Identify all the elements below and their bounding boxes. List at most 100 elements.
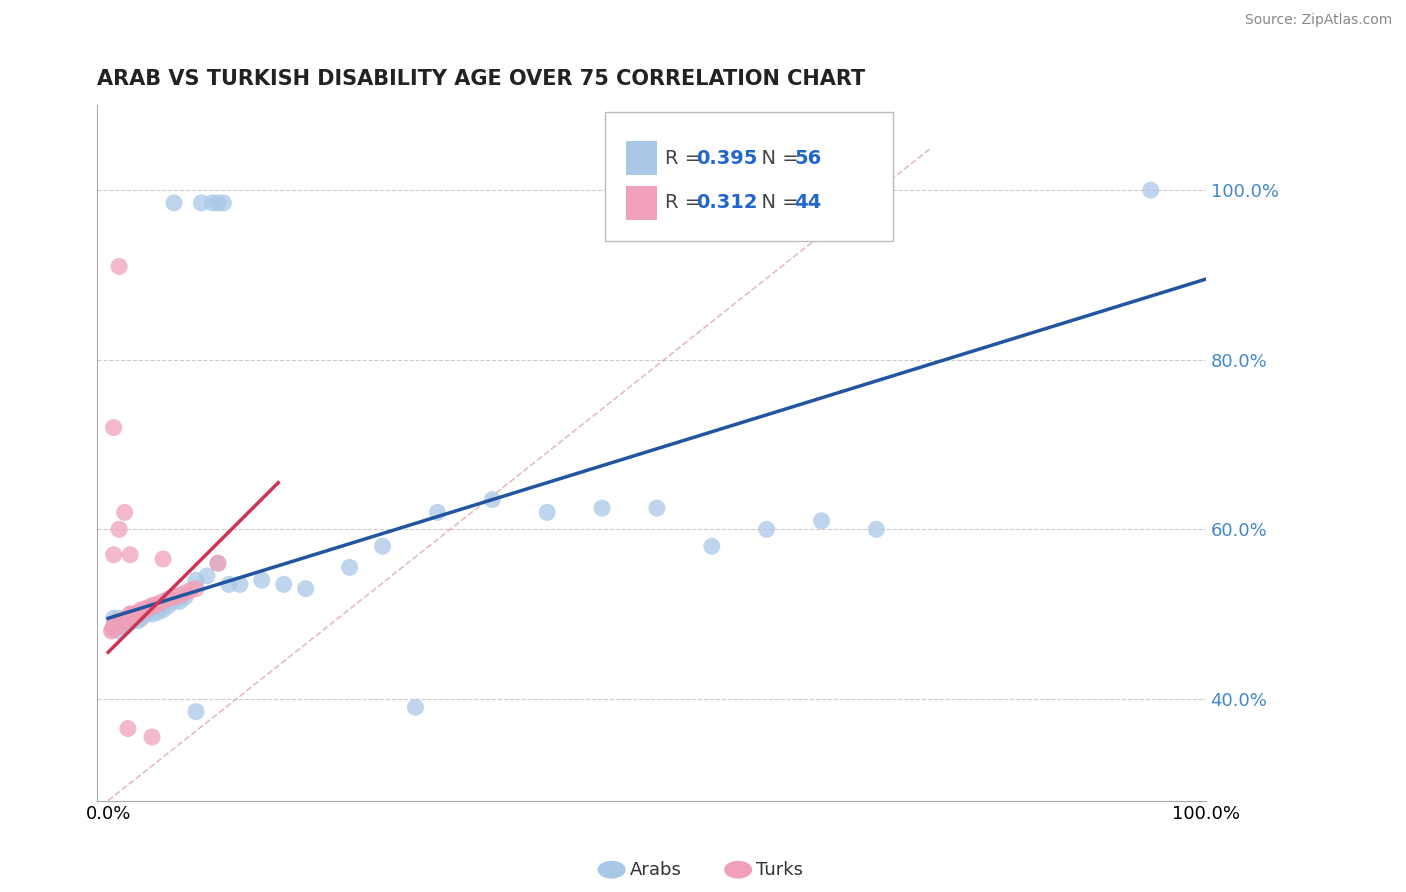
Point bbox=[111, 614, 134, 628]
Point bbox=[169, 589, 191, 603]
Point bbox=[104, 617, 127, 632]
Text: 0.312: 0.312 bbox=[696, 194, 758, 212]
Point bbox=[201, 195, 224, 210]
Point bbox=[700, 539, 723, 553]
Point bbox=[179, 583, 201, 598]
Point bbox=[152, 552, 174, 566]
Point bbox=[152, 594, 174, 608]
Point bbox=[146, 606, 169, 620]
Point bbox=[273, 577, 295, 591]
Point bbox=[103, 620, 125, 634]
Point bbox=[190, 195, 212, 210]
Text: R =: R = bbox=[665, 149, 707, 168]
Point bbox=[207, 556, 229, 570]
Point bbox=[426, 505, 449, 519]
Point bbox=[105, 615, 128, 630]
Point bbox=[120, 607, 142, 621]
Point bbox=[114, 611, 136, 625]
Point bbox=[536, 505, 558, 519]
Point bbox=[229, 577, 252, 591]
Point bbox=[135, 607, 157, 621]
Point bbox=[114, 614, 136, 628]
Point bbox=[371, 539, 394, 553]
Point bbox=[108, 624, 131, 638]
Point bbox=[108, 614, 131, 628]
Point bbox=[163, 590, 186, 604]
Point bbox=[104, 620, 127, 634]
Point bbox=[810, 514, 832, 528]
Point bbox=[157, 591, 180, 606]
Text: ARAB VS TURKISH DISABILITY AGE OVER 75 CORRELATION CHART: ARAB VS TURKISH DISABILITY AGE OVER 75 C… bbox=[97, 69, 866, 88]
Point bbox=[141, 730, 163, 744]
Point bbox=[865, 522, 887, 536]
Text: R =: R = bbox=[665, 194, 707, 212]
Point bbox=[127, 614, 149, 628]
Text: Source: ZipAtlas.com: Source: ZipAtlas.com bbox=[1244, 13, 1392, 28]
Point bbox=[195, 569, 218, 583]
Point bbox=[107, 617, 129, 632]
Point bbox=[129, 607, 152, 621]
Point bbox=[108, 620, 131, 634]
Point bbox=[103, 548, 125, 562]
Point bbox=[120, 548, 142, 562]
Text: N =: N = bbox=[749, 194, 806, 212]
Text: 56: 56 bbox=[794, 149, 821, 168]
Point bbox=[128, 606, 150, 620]
Point bbox=[591, 501, 613, 516]
Point bbox=[163, 195, 186, 210]
Point bbox=[135, 601, 157, 615]
Point bbox=[129, 606, 152, 620]
Point bbox=[157, 599, 180, 613]
Point bbox=[141, 607, 163, 621]
Point bbox=[103, 620, 125, 634]
Text: Arabs: Arabs bbox=[630, 861, 682, 879]
Point bbox=[120, 615, 142, 630]
Point bbox=[294, 582, 316, 596]
Text: N =: N = bbox=[749, 149, 806, 168]
Point bbox=[218, 577, 240, 591]
Point bbox=[114, 505, 136, 519]
Point bbox=[139, 600, 162, 615]
Text: 0.395: 0.395 bbox=[696, 149, 758, 168]
Point bbox=[141, 603, 163, 617]
Point bbox=[124, 607, 146, 621]
Point bbox=[124, 611, 146, 625]
Point bbox=[114, 615, 136, 630]
Point bbox=[108, 522, 131, 536]
Point bbox=[104, 615, 127, 630]
Point bbox=[184, 573, 207, 587]
Point bbox=[212, 195, 235, 210]
Text: Turks: Turks bbox=[756, 861, 803, 879]
Point bbox=[207, 556, 229, 570]
Point bbox=[174, 590, 197, 604]
Point bbox=[108, 611, 131, 625]
Point bbox=[339, 560, 361, 574]
Point bbox=[129, 603, 152, 617]
Point bbox=[104, 620, 127, 634]
Point bbox=[110, 615, 132, 630]
Point bbox=[146, 597, 169, 611]
Point bbox=[117, 614, 139, 628]
Point bbox=[108, 260, 131, 274]
Point bbox=[169, 594, 191, 608]
Point bbox=[481, 492, 503, 507]
Point bbox=[103, 420, 125, 434]
Point bbox=[207, 195, 229, 210]
Point bbox=[103, 611, 125, 625]
Point bbox=[100, 624, 122, 638]
Point bbox=[105, 617, 128, 632]
Point bbox=[107, 615, 129, 630]
Point bbox=[117, 611, 139, 625]
Point bbox=[152, 603, 174, 617]
Point bbox=[111, 617, 134, 632]
Point bbox=[1139, 183, 1161, 197]
Point bbox=[250, 573, 273, 587]
Point bbox=[121, 607, 143, 621]
Point bbox=[404, 700, 426, 714]
Point bbox=[645, 501, 668, 516]
Point bbox=[174, 586, 197, 600]
Point bbox=[120, 607, 142, 621]
Point bbox=[184, 705, 207, 719]
Point bbox=[101, 623, 124, 637]
Point bbox=[143, 599, 166, 613]
